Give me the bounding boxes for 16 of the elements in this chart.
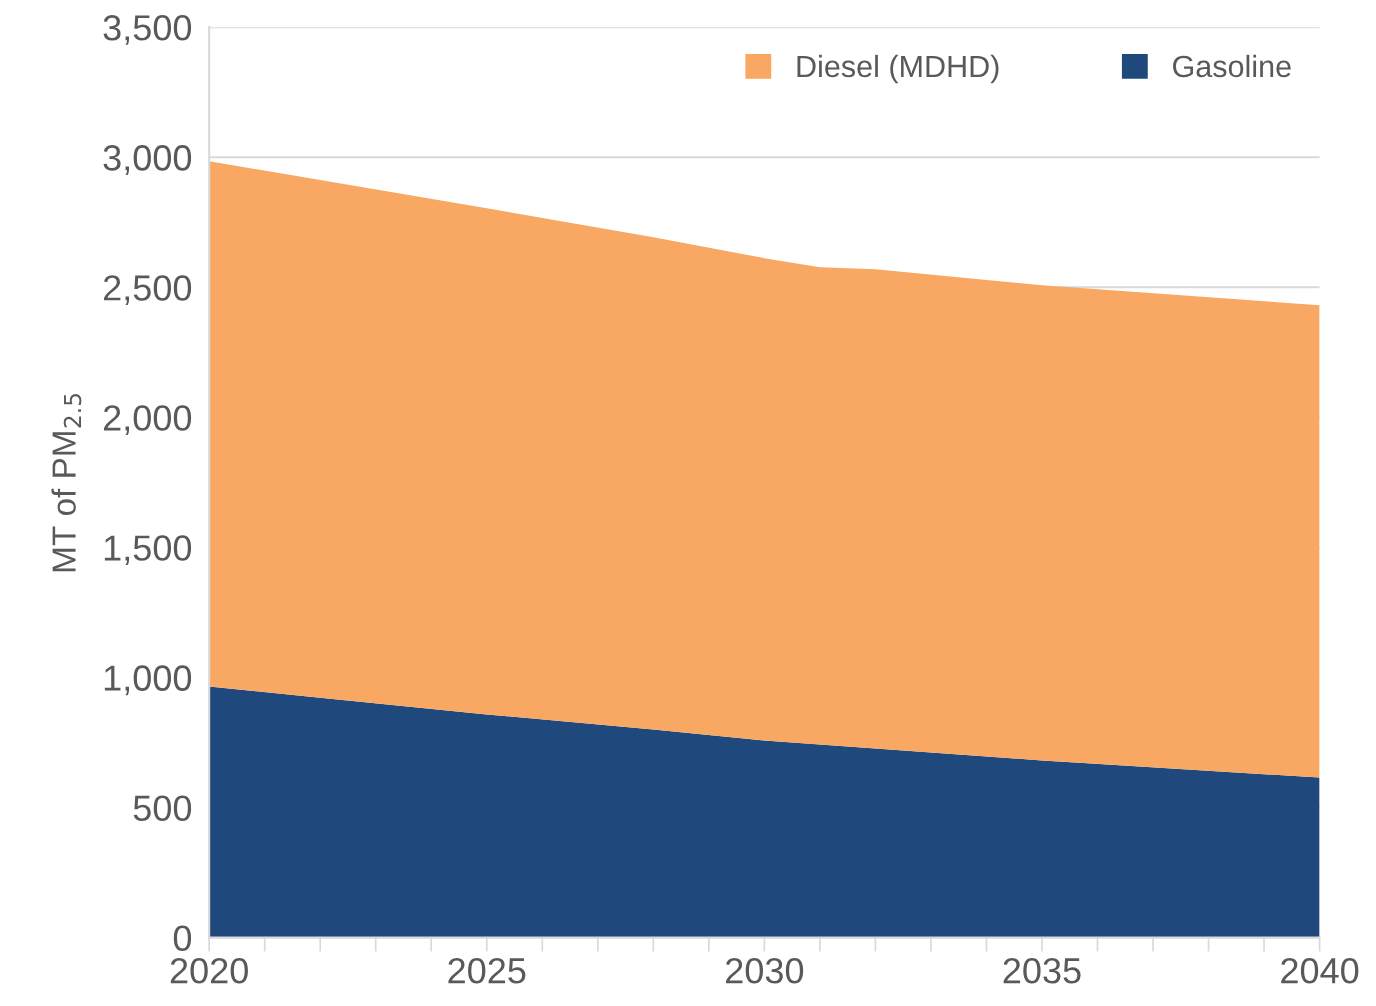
x-tick-label: 2025 (448, 957, 526, 984)
x-tick-label: 2030 (726, 957, 804, 984)
y-tick-label: 500 (133, 795, 192, 821)
y-axis-title: MT of PM$_{2.5}$ (51, 394, 82, 572)
legend-label: Diesel (MDHD) (797, 54, 999, 84)
y-tick-label: 1,500 (104, 535, 192, 566)
y-tick-label: 1,000 (104, 665, 192, 696)
x-tick-label: 2020 (170, 957, 248, 984)
legend-label: Gasoline (1173, 54, 1291, 78)
y-tick-label: 3,500 (103, 15, 192, 45)
y-tick-label: 0 (173, 925, 192, 952)
y-tick-label: 2,000 (103, 405, 192, 436)
x-tick-label: 2040 (1281, 957, 1359, 984)
x-tick-label: 2035 (1003, 957, 1081, 984)
y-tick-label: 2,500 (103, 275, 192, 305)
y-tick-label: 3,000 (103, 145, 192, 175)
